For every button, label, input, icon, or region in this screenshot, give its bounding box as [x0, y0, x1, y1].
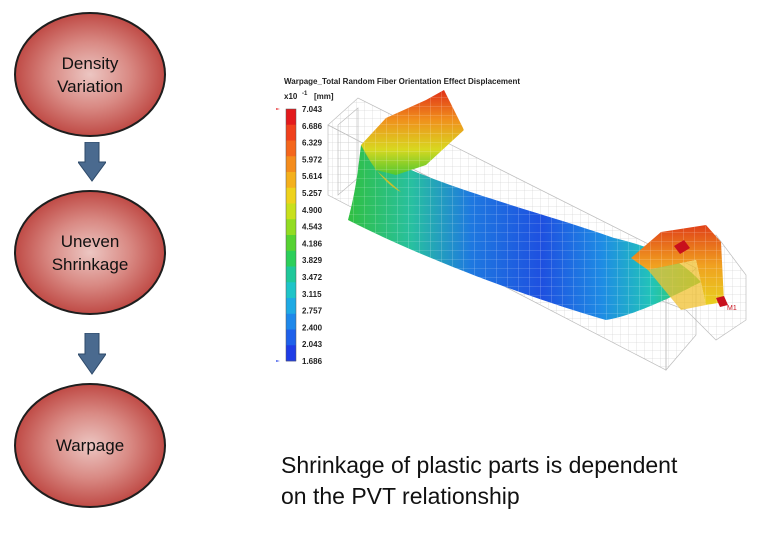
- unit-label: [mm]: [314, 92, 334, 101]
- colorbar-swatch: [286, 156, 296, 173]
- colorbar-swatch: [286, 109, 296, 126]
- colorbar-tick-label: 5.257: [302, 189, 323, 198]
- colorbar: [285, 108, 297, 362]
- colorbar-tick-label: 5.972: [302, 155, 323, 164]
- colorbar-ticks: 7.043 6.686 6.329 5.972 5.614 5.257 4.900 4.543…: [302, 105, 323, 366]
- colorbar-tick-label: 6.329: [302, 139, 323, 148]
- colorbar-tick-label: 1.686: [302, 357, 323, 366]
- caption-line-2: on the PVT relationship: [281, 483, 520, 509]
- warpage-plot: Warpage_Total Random Fiber Orientation E…: [276, 77, 747, 371]
- colorbar-tick-label: 5.614: [302, 172, 323, 181]
- colorbar-swatch: [286, 329, 296, 346]
- flow-node-label: Density Variation: [57, 53, 123, 96]
- colorbar-tick-label: 3.472: [302, 273, 323, 282]
- flow-node-warpage: Warpage: [14, 383, 166, 508]
- colorbar-swatch: [286, 266, 296, 283]
- colorbar-border: [285, 108, 297, 362]
- flow-node-label: Uneven Shrinkage: [51, 231, 129, 274]
- caption-line-1: Shrinkage of plastic parts is dependent: [281, 452, 678, 478]
- warped-part: [348, 90, 728, 320]
- flow-node-label: Warpage: [55, 436, 125, 455]
- colorbar-tick-label: 2.757: [302, 307, 323, 316]
- colorbar-swatch: [286, 172, 296, 189]
- colorbar-tick-label: 3.829: [302, 256, 323, 265]
- scale-prefix: x10: [284, 92, 298, 101]
- down-arrow-icon: [78, 142, 106, 182]
- colorbar-swatch: [286, 140, 296, 157]
- flow-node-density-variation: Density Variation: [14, 12, 166, 137]
- colorbar-tick-label: 7.043: [302, 105, 323, 114]
- colorbar-swatch: [286, 235, 296, 252]
- probe-label: M1: [727, 305, 737, 312]
- scale-exponent: -1: [302, 91, 308, 97]
- colorbar-tick-label: 4.186: [302, 239, 323, 248]
- colorbar-tick-label: 6.686: [302, 122, 323, 131]
- colorbar-tick-label: 4.543: [302, 223, 323, 232]
- colorbar-swatch: [286, 187, 296, 204]
- colorbar-swatch: [286, 124, 296, 141]
- down-arrow-icon: [78, 333, 106, 375]
- colorbar-tick-label: 4.900: [302, 206, 323, 215]
- caption: Shrinkage of plastic parts is dependent …: [281, 450, 776, 512]
- colorbar-swatch: [286, 298, 296, 315]
- colorbar-tick-label: 2.400: [302, 323, 323, 332]
- colorbar-swatch: [286, 250, 296, 267]
- plot-title: Warpage_Total Random Fiber Orientation E…: [284, 77, 520, 86]
- colorbar-tick-label: 2.043: [302, 340, 323, 349]
- colorbar-swatch: [286, 219, 296, 236]
- colorbar-swatch: [286, 282, 296, 299]
- colorbar-swatch: [286, 313, 296, 330]
- colorbar-swatch: [286, 345, 296, 362]
- colorbar-tick-label: 3.115: [302, 290, 322, 299]
- colorbar-swatch: [286, 203, 296, 220]
- flow-node-uneven-shrinkage: Uneven Shrinkage: [14, 190, 166, 315]
